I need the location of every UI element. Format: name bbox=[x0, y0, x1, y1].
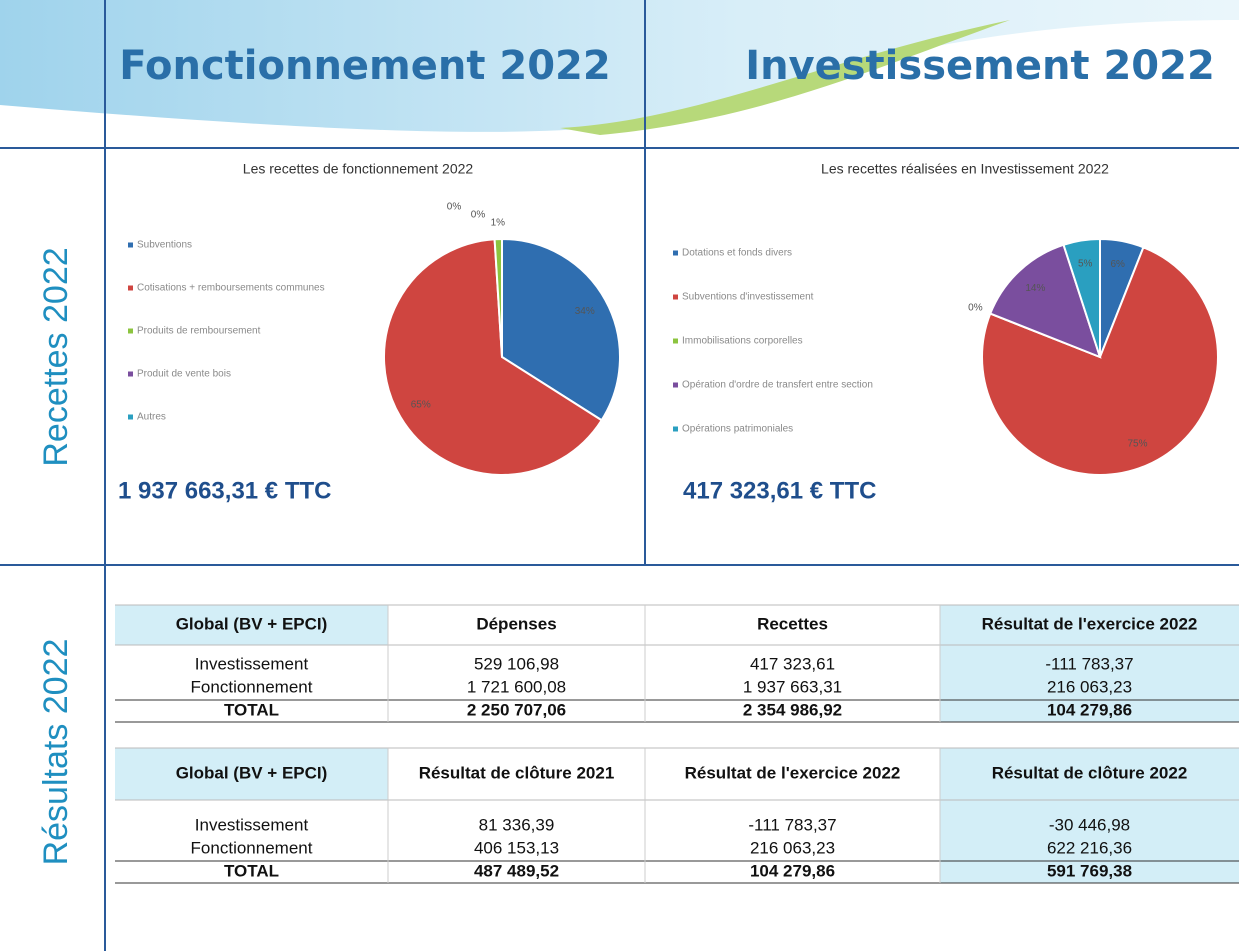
table-cell: 104 279,86 bbox=[1047, 700, 1132, 719]
legend-swatch bbox=[128, 242, 133, 248]
row-label: Recettes 2022 bbox=[37, 247, 75, 466]
table-cell: 2 354 986,92 bbox=[743, 700, 842, 719]
header-cell-bg bbox=[115, 748, 388, 800]
chart-title: Les recettes réalisées en Investissement… bbox=[821, 161, 1109, 177]
legend-swatch bbox=[673, 294, 678, 300]
table-cell: Fonctionnement bbox=[191, 677, 313, 696]
legend-label: Produits de remboursement bbox=[137, 326, 261, 337]
table-cell: 2 250 707,06 bbox=[467, 700, 566, 719]
pie-slice bbox=[383, 238, 604, 476]
legend-label: Immobilisations corporelles bbox=[682, 336, 803, 347]
header-cell: Global (BV + EPCI) bbox=[176, 614, 328, 633]
table-cell: -111 783,37 bbox=[1045, 654, 1133, 673]
legend-swatch bbox=[128, 285, 133, 291]
legend-label: Autres bbox=[137, 412, 166, 423]
slice-label: 6% bbox=[1110, 259, 1125, 270]
slice-label: 14% bbox=[1025, 283, 1045, 294]
slice-label: 65% bbox=[411, 400, 431, 411]
table-cell: -111 783,37 bbox=[748, 815, 836, 834]
table-cell: 591 769,38 bbox=[1047, 861, 1132, 880]
table-cell: 1 937 663,31 bbox=[743, 677, 842, 696]
legend-label: Opération d'ordre de transfert entre sec… bbox=[682, 380, 873, 391]
header-cell: Résultat de clôture 2022 bbox=[992, 763, 1188, 782]
total-amount: 417 323,61 € TTC bbox=[683, 477, 876, 504]
table-cell: 81 336,39 bbox=[479, 815, 555, 834]
legend-swatch bbox=[673, 382, 678, 388]
header-accent bbox=[560, 20, 1010, 135]
table-cell: 104 279,86 bbox=[750, 861, 835, 880]
slice-label: 0% bbox=[968, 302, 983, 313]
header-cell: Résultat de clôture 2021 bbox=[419, 763, 615, 782]
header-cell-bg bbox=[115, 605, 388, 645]
table-cell: 417 323,61 bbox=[750, 654, 835, 673]
legend-label: Opérations patrimoniales bbox=[682, 424, 793, 435]
legend-label: Produit de vente bois bbox=[137, 369, 231, 380]
slice-label: 0% bbox=[447, 202, 462, 213]
header-cell: Dépenses bbox=[476, 614, 556, 633]
slice-label: 0% bbox=[471, 210, 486, 221]
row-label: Résultats 2022 bbox=[37, 639, 75, 866]
slice-label: 75% bbox=[1127, 438, 1147, 449]
legend-label: Subventions bbox=[137, 240, 192, 251]
slice-label: 1% bbox=[491, 218, 506, 229]
pie-slice bbox=[981, 245, 1219, 476]
table-cell: 406 153,13 bbox=[474, 838, 559, 857]
table-cell: 622 216,36 bbox=[1047, 838, 1132, 857]
header-wave bbox=[0, 0, 1239, 132]
slice-label: 5% bbox=[1078, 258, 1093, 269]
legend-label: Subventions d'investissement bbox=[682, 292, 814, 303]
legend-swatch bbox=[673, 338, 678, 344]
legend-label: Cotisations + remboursements communes bbox=[137, 283, 325, 294]
section-title: Fonctionnement 2022 bbox=[119, 43, 610, 89]
slice-label: 34% bbox=[575, 306, 595, 317]
result-column-bg bbox=[940, 605, 1239, 722]
legend-swatch bbox=[673, 426, 678, 432]
section-title: Investissement 2022 bbox=[745, 43, 1215, 89]
table-cell: 1 721 600,08 bbox=[467, 677, 566, 696]
legend-label: Dotations et fonds divers bbox=[682, 248, 792, 259]
legend-swatch bbox=[673, 250, 678, 256]
chart-title: Les recettes de fonctionnement 2022 bbox=[243, 161, 474, 177]
table-cell: 216 063,23 bbox=[750, 838, 835, 857]
legend-swatch bbox=[128, 328, 133, 334]
total-amount: 1 937 663,31 € TTC bbox=[118, 477, 331, 504]
table-cell: 529 106,98 bbox=[474, 654, 559, 673]
table-cell: 216 063,23 bbox=[1047, 677, 1132, 696]
table-cell: TOTAL bbox=[224, 700, 279, 719]
table-cell: Fonctionnement bbox=[191, 838, 313, 857]
header-cell: Résultat de l'exercice 2022 bbox=[685, 763, 901, 782]
legend-swatch bbox=[128, 371, 133, 377]
table-cell: -30 446,98 bbox=[1049, 815, 1130, 834]
header-cell: Global (BV + EPCI) bbox=[176, 763, 328, 782]
pie-slice bbox=[1062, 237, 1101, 358]
table-cell: Investissement bbox=[195, 654, 309, 673]
header-cell: Recettes bbox=[757, 614, 828, 633]
table-cell: 487 489,52 bbox=[474, 861, 559, 880]
header-cell: Résultat de l'exercice 2022 bbox=[982, 614, 1198, 633]
table-cell: TOTAL bbox=[224, 861, 279, 880]
legend-swatch bbox=[128, 414, 133, 420]
table-cell: Investissement bbox=[195, 815, 309, 834]
